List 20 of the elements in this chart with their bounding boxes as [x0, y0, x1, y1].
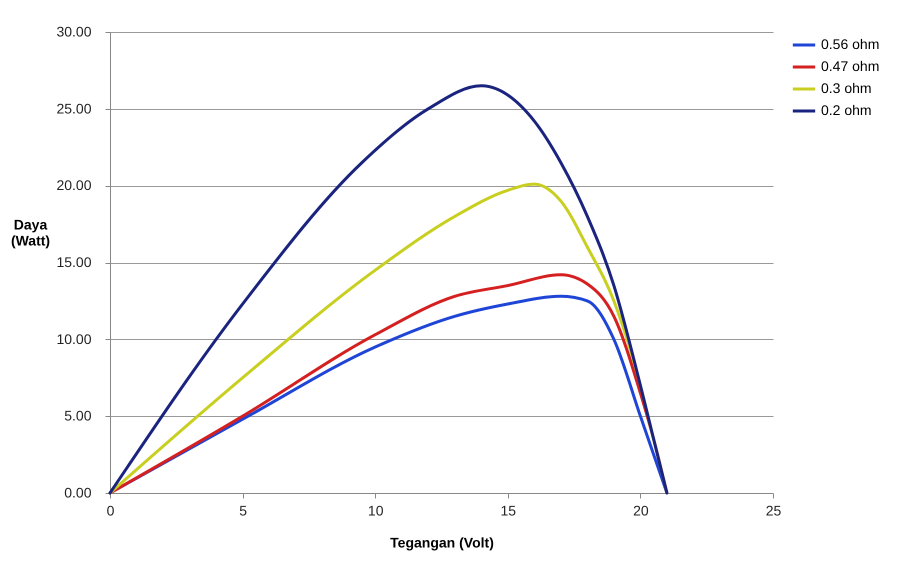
y-tick-label: 15.00: [56, 254, 92, 270]
x-tick-label: 10: [368, 502, 384, 518]
x-tick-label: 20: [633, 502, 649, 518]
x-axis-title: Tegangan (Volt): [390, 534, 494, 550]
x-tick-label: 0: [106, 502, 115, 518]
x-tick-label: 25: [766, 502, 782, 518]
legend-label: 0.3 ohm: [821, 80, 872, 96]
y-tick-label: 0.00: [64, 484, 92, 500]
y-tick-label: 25.00: [56, 100, 92, 116]
y-tick-label: 20.00: [56, 177, 92, 194]
x-tick-label: 15: [500, 502, 516, 518]
line-series: [108, 84, 668, 494]
y-axis-title: Daya (Watt): [10, 216, 50, 248]
legend-label: 0.56 ohm: [821, 36, 880, 52]
y-tick-label: 5.00: [64, 408, 92, 424]
y-tick-label: 30.00: [56, 24, 92, 40]
legend-label: 0.2 ohm: [821, 102, 872, 118]
x-tick-label: 5: [239, 502, 248, 518]
y-tick-label: 10.00: [56, 330, 92, 347]
legend-label: 0.47 ohm: [821, 58, 880, 74]
